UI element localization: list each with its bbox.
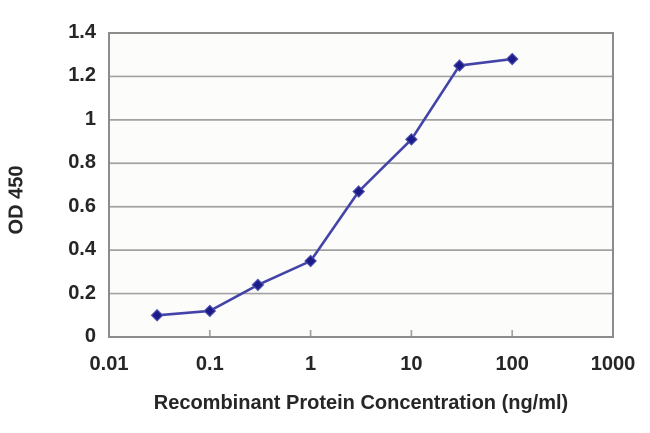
data-point-marker (505, 52, 519, 66)
y-tick-label: 1.4 (68, 21, 96, 44)
x-tick-label: 10 (400, 353, 423, 375)
y-tick-labels: 0 0.2 0.4 0.6 0.8 1 1.2 1.4 (0, 0, 96, 433)
x-axis-title: Recombinant Protein Concentration (ng/ml… (153, 392, 569, 414)
y-tick-label: 0.8 (68, 151, 96, 174)
data-point-marker (251, 278, 265, 292)
data-point-marker (150, 308, 164, 322)
x-tick-label: 100 (495, 353, 529, 375)
data-point-marker (304, 254, 317, 268)
data-point-marker (203, 304, 217, 318)
x-tick-label: 1000 (590, 353, 636, 375)
data-point-marker (405, 133, 418, 146)
data-line (156, 57, 513, 317)
y-tick-label: 0.6 (68, 194, 96, 217)
y-tick-label: 1 (84, 107, 96, 130)
y-tick-label: 0 (84, 325, 96, 348)
y-tick-label: 1.2 (68, 64, 96, 87)
x-tick-label: 0.01 (89, 353, 129, 375)
y-tick-label: 0.4 (68, 238, 96, 261)
x-tick-label: 1 (305, 353, 317, 375)
x-tick-labels: 0.01 0.1 1 10 100 1000 (0, 353, 650, 379)
data-point-marker (352, 185, 366, 198)
y-tick-label: 0.2 (68, 281, 96, 304)
x-tick-label: 0.1 (195, 353, 224, 375)
data-point-marker (453, 59, 466, 72)
